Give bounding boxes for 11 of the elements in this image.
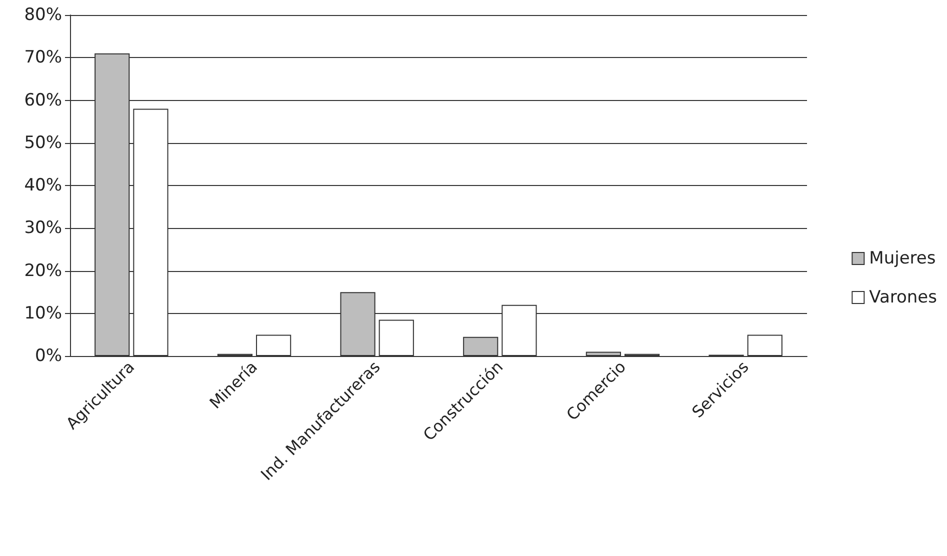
legend-label: Varones [869, 288, 938, 308]
y-tick-label: 60% [24, 90, 62, 110]
y-tick-label: 40% [24, 176, 62, 196]
y-tick-label: 10% [24, 303, 62, 324]
legend-label: Mujeres [869, 248, 936, 268]
y-tick-label: 80% [24, 5, 62, 25]
y-tick-label: 30% [24, 218, 62, 238]
y-tick-label: 70% [24, 48, 62, 68]
y-tick-label: 50% [24, 132, 62, 153]
y-tick-label: 20% [24, 260, 62, 281]
y-tick-label: 0% [35, 346, 62, 366]
